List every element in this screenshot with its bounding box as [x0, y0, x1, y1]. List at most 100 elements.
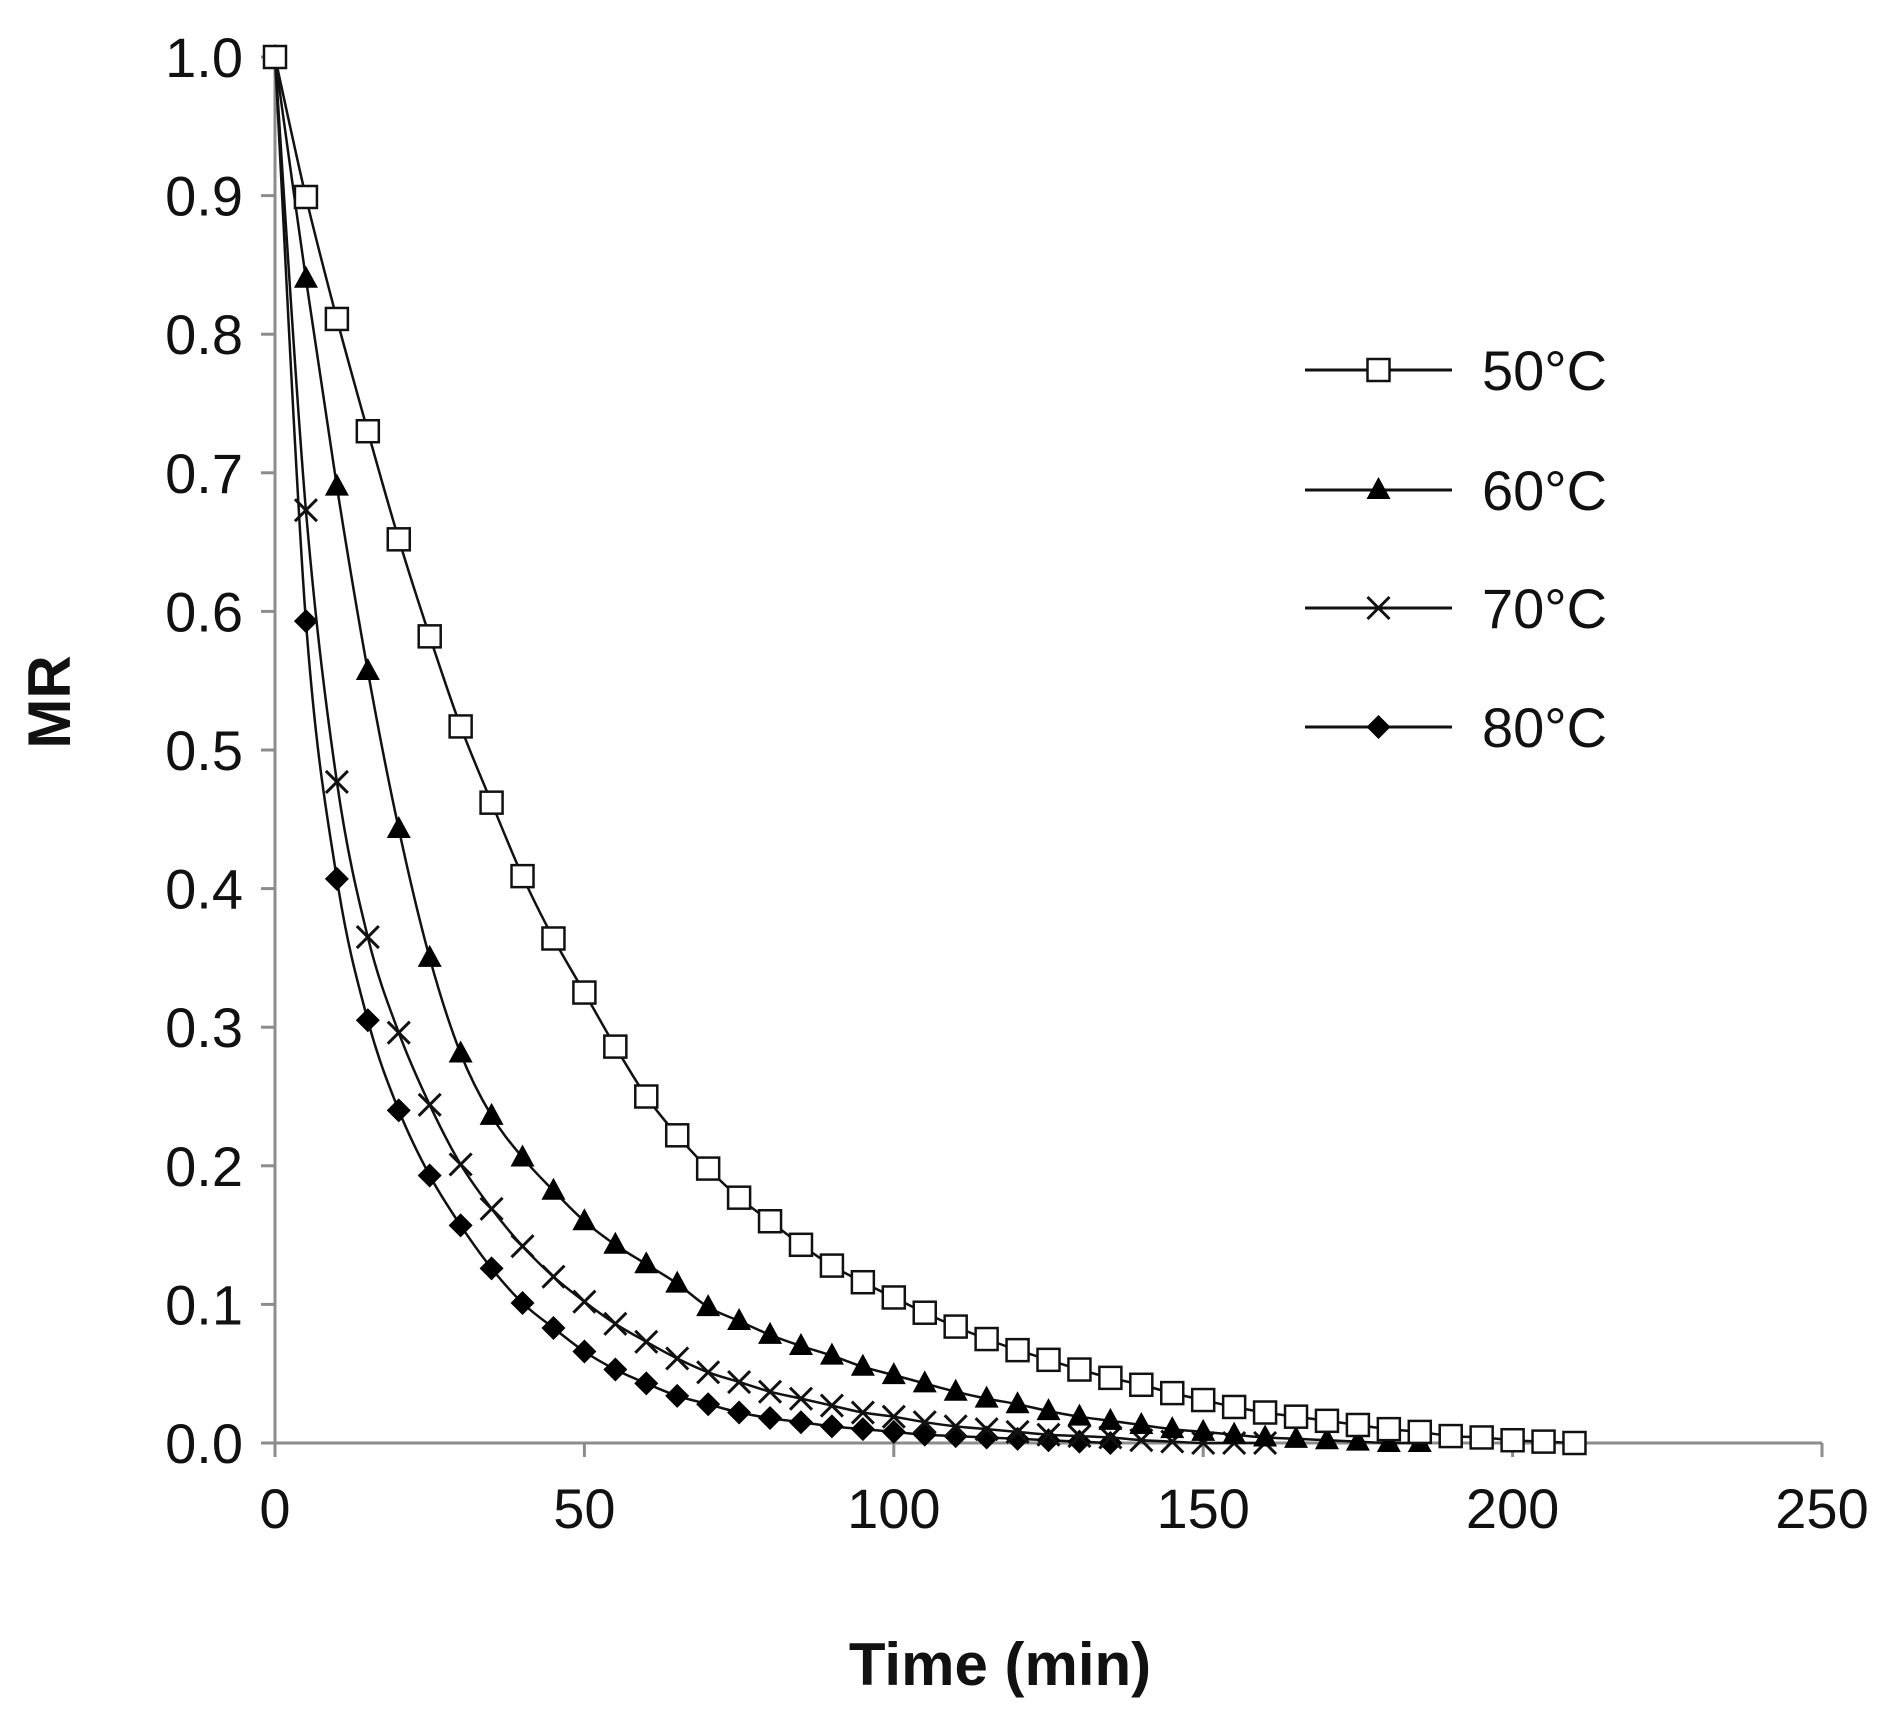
legend-marker: [1366, 477, 1391, 499]
data-point: [448, 1152, 473, 1177]
data-point: [1345, 1428, 1370, 1451]
data-point: [1562, 1430, 1587, 1456]
data-point: [603, 1034, 628, 1059]
legend-entry: 80°C: [1305, 696, 1607, 759]
y-tick-label: 0.3: [165, 996, 243, 1059]
data-point: [727, 1400, 752, 1425]
data-point: [1531, 1429, 1556, 1454]
y-axis-title: MR: [16, 655, 83, 748]
data-point: [850, 1353, 875, 1376]
data-point: [758, 1321, 783, 1344]
y-tick-label: 0.7: [165, 442, 243, 505]
data-point: [386, 1020, 411, 1045]
data-point: [1098, 1407, 1123, 1430]
series-50c: [262, 44, 1587, 1456]
data-point: [912, 1410, 937, 1435]
data-point: [1284, 1425, 1309, 1448]
data-point: [479, 1256, 504, 1281]
data-point: [1129, 1372, 1154, 1398]
data-point: [1222, 1421, 1247, 1444]
data-point: [634, 1084, 659, 1109]
data-point: [850, 1269, 876, 1295]
data-point: [293, 498, 319, 523]
y-tick-label: 0.1: [165, 1273, 243, 1336]
data-point: [819, 1393, 844, 1418]
data-point: [448, 714, 473, 739]
series-layer: [262, 44, 1587, 1456]
data-point: [1036, 1347, 1061, 1373]
data-point: [293, 609, 318, 634]
legend-marker: [1366, 595, 1391, 621]
legend-entry: 50°C: [1305, 339, 1607, 402]
data-point: [788, 1410, 813, 1435]
data-point: [757, 1379, 783, 1404]
data-point: [355, 925, 380, 950]
y-tick-label: 0.8: [165, 303, 243, 366]
data-point: [572, 980, 597, 1005]
data-point: [510, 1291, 535, 1316]
legend-entry: 70°C: [1305, 577, 1607, 640]
data-point: [1345, 1412, 1371, 1438]
data-point: [664, 1123, 690, 1148]
data-point: [386, 816, 411, 839]
data-point: [572, 1289, 597, 1314]
data-point: [479, 1196, 504, 1221]
data-point: [819, 1253, 845, 1278]
data-point: [324, 473, 349, 496]
data-point: [510, 1234, 535, 1259]
x-tick-label: 50: [553, 1477, 615, 1540]
data-point: [603, 1231, 628, 1254]
data-point: [1160, 1380, 1185, 1406]
legend-label: 70°C: [1482, 577, 1607, 640]
legend-marker: [1366, 357, 1391, 383]
data-point: [355, 418, 381, 444]
data-point: [696, 1360, 721, 1385]
data-point: [572, 1208, 597, 1231]
y-tick-label: 0.2: [165, 1135, 243, 1198]
data-point: [262, 44, 288, 70]
axes: 0.0 0.1 0.2 0.3 0.4 0.5 0.6 0.7 0.8 0.9 1.0 0 50 100 1…: [165, 26, 1869, 1540]
data-point: [1190, 1387, 1216, 1413]
data-point: [943, 1378, 968, 1401]
data-point: [293, 265, 318, 288]
data-point: [510, 1144, 535, 1167]
data-point: [355, 1008, 380, 1033]
data-point: [1005, 1391, 1030, 1414]
data-point: [974, 1326, 999, 1352]
data-point: [727, 1369, 752, 1395]
data-point: [788, 1386, 814, 1411]
data-point: [603, 1311, 628, 1336]
data-point: [634, 1251, 659, 1274]
legend: 50°C 60°C 70°C 80°C: [1305, 339, 1607, 759]
data-point: [665, 1346, 690, 1371]
x-axis-title: Time (min): [849, 1631, 1151, 1698]
data-point: [943, 1414, 968, 1439]
data-point: [417, 1092, 442, 1117]
data-point: [881, 1362, 906, 1385]
data-point: [819, 1342, 844, 1365]
legend-entry: 60°C: [1305, 459, 1607, 522]
data-point: [324, 769, 349, 794]
data-point: [510, 863, 535, 889]
data-point: [634, 1329, 659, 1354]
data-point: [417, 944, 442, 967]
series-60c: [263, 44, 1432, 1452]
data-point: [1036, 1398, 1061, 1421]
data-point: [448, 1213, 473, 1238]
data-point: [1438, 1423, 1463, 1449]
data-point: [788, 1232, 814, 1258]
legend-marker: [1366, 715, 1391, 739]
data-point: [881, 1285, 907, 1310]
data-point: [912, 1370, 937, 1393]
x-tick-label: 0: [259, 1477, 290, 1540]
data-point: [881, 1404, 906, 1429]
series-80c: [263, 45, 1123, 1455]
data-point: [912, 1300, 937, 1325]
data-point: [1252, 1400, 1278, 1425]
data-point: [726, 1185, 752, 1210]
data-point: [757, 1208, 783, 1234]
data-point: [974, 1417, 999, 1442]
data-point: [665, 1383, 690, 1408]
data-point: [1098, 1425, 1123, 1450]
